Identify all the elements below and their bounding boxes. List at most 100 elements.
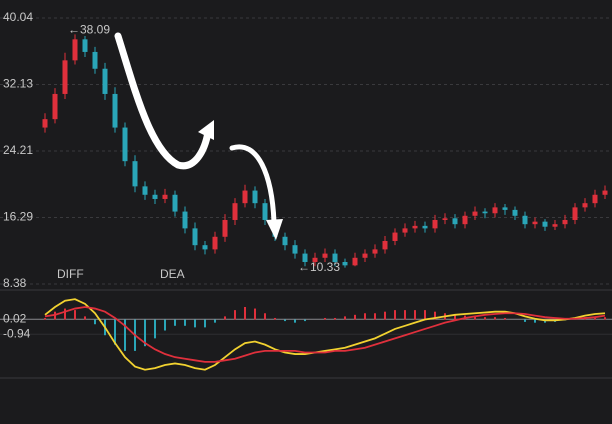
histogram-bar [274,317,276,320]
histogram-bar [204,319,206,328]
candle-body [322,253,328,258]
candle-body [42,119,48,128]
candle-body [142,186,148,195]
candle-body [72,39,78,61]
candle-body [252,190,258,204]
candle-body [182,211,188,229]
histogram-bar [264,313,266,320]
candle-body [532,221,538,225]
histogram-bar [214,319,216,323]
y-tick-label: 32.13 [3,77,33,91]
candle-body [112,93,118,128]
histogram-bar [94,319,96,325]
histogram-bar [184,319,186,326]
candle-body [372,249,378,254]
histogram-bar [194,319,196,328]
histogram-bar [454,314,456,320]
histogram-bar [524,319,526,322]
candle-body [342,261,348,266]
candle-body [302,253,308,262]
candle-body [312,257,318,262]
arrow [114,32,212,170]
annotation: ←10.33 [298,260,340,274]
arrow-head [198,120,214,140]
candle-body [92,51,98,69]
histogram-bar [304,319,306,322]
histogram-bar [504,317,506,320]
candle-body [152,194,158,199]
candle-body [562,219,568,225]
candle-body [592,194,598,204]
histogram-bar [394,310,396,320]
candle-body [602,190,608,195]
candle-body [492,207,498,214]
y-tick-label: 0.02 [3,311,27,325]
candle-body [52,93,58,120]
histogram-bar [374,313,376,320]
histogram-bar [64,308,66,320]
candle-body [432,219,438,229]
candle-body [472,211,478,216]
histogram-bar [124,319,126,351]
candle-body [512,209,518,216]
histogram-bar [534,319,536,323]
histogram-bar [344,316,346,320]
histogram-bar [254,308,256,320]
candle-body [442,218,448,220]
histogram-bar [334,317,336,320]
candle-body [382,240,388,250]
histogram-bar [164,319,166,331]
histogram-bar [44,317,46,320]
histogram-bar [84,316,86,320]
candle-body [402,228,408,233]
candle-body [212,236,218,250]
histogram-bar [284,319,286,322]
candle-body [82,39,88,52]
histogram-bar [324,317,326,320]
candle-body [452,218,458,225]
histogram-bar [604,317,606,320]
candle-body [262,203,268,220]
candle-body [542,221,548,227]
candle-body [62,60,68,94]
candle-body [582,203,588,208]
histogram-bar [174,319,176,326]
candle-body [422,225,428,229]
candle-body [102,68,108,94]
histogram-bar [154,319,156,339]
candle-body [292,245,298,254]
candle-body [122,127,128,162]
candle-body [132,161,138,187]
histogram-bar [244,306,246,320]
candle-body [522,215,528,225]
histogram-bar [354,314,356,320]
candle-body [242,190,248,204]
candle-body [552,224,558,227]
histogram-bar [224,316,226,320]
candle-body [202,245,208,250]
candle-body [392,232,398,241]
histogram-bar [424,310,426,320]
arrow [229,144,277,225]
candle-body [352,257,358,266]
annotation: ←38.09 [68,23,110,37]
candle-body [462,215,468,225]
histogram-bar [484,317,486,320]
y-tick-label: 40.04 [3,10,33,24]
candle-body [362,253,368,258]
candle-body [162,194,168,199]
y-tick-label: -0.94 [3,326,31,340]
candle-body [332,253,338,262]
line [44,306,606,363]
histogram-bar [74,310,76,320]
histogram-bar [474,316,476,320]
histogram-bar [234,310,236,320]
y-tick-label: 16.29 [3,210,33,224]
histogram-bar [414,310,416,320]
candle-body [502,207,508,210]
histogram-bar [384,311,386,320]
histogram-bar [294,319,296,323]
candle-body [192,228,198,246]
candle-body [172,194,178,212]
